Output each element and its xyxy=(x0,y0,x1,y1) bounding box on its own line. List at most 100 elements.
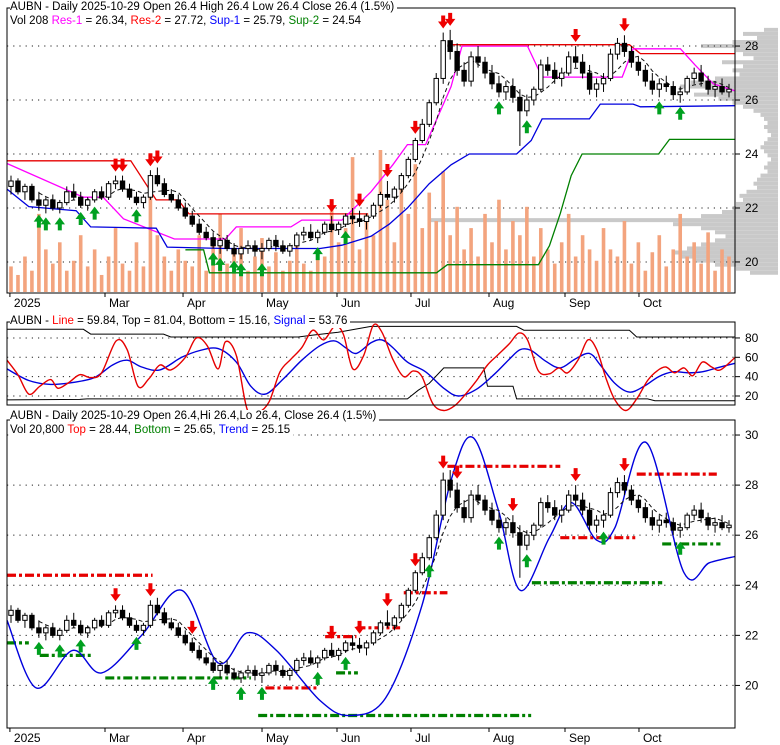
sell-signal-arrow-icon xyxy=(570,29,581,43)
buy-signal-arrow-icon xyxy=(521,120,533,134)
header-text-segment: Vol 208 xyxy=(10,15,52,27)
y-axis-label: 22 xyxy=(745,201,759,215)
header-text-segment: Line xyxy=(52,315,74,327)
candlesticks xyxy=(8,29,732,260)
panel1-header-line2: Vol 208 Res-1 = 26.34, Res-2 = 27.72, Su… xyxy=(10,15,365,28)
buy-signal-arrow-icon xyxy=(33,214,45,228)
buy-signal-arrow-icon xyxy=(340,656,351,670)
x-axis-month-label: Jun xyxy=(341,296,360,310)
buy-signal-arrow-icon xyxy=(131,209,142,223)
sell-signal-arrow-icon xyxy=(507,498,519,512)
x-axis-month-label: 2025 xyxy=(14,296,41,310)
y-axis-label: 24 xyxy=(745,147,759,161)
sell-signal-arrow-icon xyxy=(110,588,121,602)
sell-signal-arrow-icon xyxy=(410,120,421,134)
header-text-segment: Sup-1 xyxy=(209,15,241,27)
header-text-segment: Vol 20,800 xyxy=(10,424,68,436)
header-text-segment: AUBN - xyxy=(10,315,53,327)
volume-profile xyxy=(428,27,778,275)
x-axis-month-label: Oct xyxy=(643,731,662,745)
buy-signal-arrow-icon xyxy=(235,686,247,700)
buy-signal-arrow-icon xyxy=(256,263,268,277)
sell-signal-arrow-icon xyxy=(187,620,198,634)
sell-signal-arrow-icon xyxy=(382,163,393,177)
buy-signal-arrow-icon xyxy=(675,541,686,555)
header-text-segment: = 25.15 xyxy=(248,424,291,436)
buy-signal-arrow-icon xyxy=(493,101,505,115)
header-text-segment: = 24.54 xyxy=(319,15,362,27)
x-axis-month-label: Apr xyxy=(187,296,206,310)
sell-signal-arrow-icon xyxy=(451,465,463,479)
header-text-segment: Trend xyxy=(218,424,249,436)
y-axis-label: 26 xyxy=(745,528,759,542)
buy-signal-arrow-icon xyxy=(312,671,323,685)
buy-signal-arrow-icon xyxy=(207,252,219,266)
price-panel[interactable]: 28 26 24 22 20 2025 Mar Apr May Jun Jul Aug Sep Oct xyxy=(6,7,778,310)
y-axis-label: 40 xyxy=(745,370,759,384)
buy-signal-arrow-icon xyxy=(131,636,142,650)
header-text-segment: Res-2 xyxy=(130,15,162,27)
y-axis-label: 26 xyxy=(745,93,759,107)
buy-signal-arrow-icon xyxy=(54,217,65,231)
header-text-segment: = 26.34, xyxy=(82,15,131,27)
buy-signal-arrow-icon xyxy=(54,644,65,658)
volume-bars xyxy=(9,150,731,292)
x-axis-month-label: Jun xyxy=(341,731,360,745)
buy-signal-arrow-icon xyxy=(424,564,435,578)
y-axis-label: 20 xyxy=(745,389,759,403)
buy-signal-arrow-icon xyxy=(40,217,52,231)
candlesticks xyxy=(8,470,732,683)
buy-signal-arrow-icon xyxy=(214,257,226,271)
buy-signal-arrow-icon xyxy=(75,211,86,225)
sell-signal-arrow-icon xyxy=(117,158,128,172)
header-text-segment: Top xyxy=(67,424,86,436)
buy-signal-arrow-icon xyxy=(340,230,351,244)
header-text-segment: = 53.76 xyxy=(305,315,348,327)
buy-signal-arrow-icon xyxy=(598,531,609,545)
sell-signal-arrow-icon xyxy=(145,583,156,597)
sell-signal-arrow-icon xyxy=(619,458,630,472)
buy-signal-arrow-icon xyxy=(75,639,86,653)
x-axis-month-label: Aug xyxy=(493,731,514,745)
y-axis-label: 20 xyxy=(745,255,759,269)
y-axis-label: 28 xyxy=(745,478,759,492)
panel3-header-line1: AUBN - Daily 2025-10-29 Open 26.4,Hi 26.… xyxy=(10,410,380,423)
header-text-segment: AUBN - Daily 2025-10-29 Open 26.4 High 2… xyxy=(10,1,395,13)
buy-signal-arrow-icon xyxy=(33,641,45,655)
oscillator-panel[interactable]: 80 60 40 20 xyxy=(6,321,759,416)
sell-signal-arrow-icon xyxy=(145,153,156,167)
x-axis-month-label: Jul xyxy=(415,296,430,310)
header-text-segment: = 59.84, Top = 81.04, Bottom = 15.16, xyxy=(73,315,274,327)
buy-signal-arrow-icon xyxy=(493,536,505,550)
header-text-segment: = 27.72, xyxy=(161,15,210,27)
buy-signal-arrow-icon xyxy=(207,676,219,690)
sell-signal-arrow-icon xyxy=(152,150,163,164)
buy-signal-arrow-icon xyxy=(235,263,247,277)
y-axis-label: 28 xyxy=(745,39,759,53)
sell-signal-arrow-icon xyxy=(437,455,449,469)
sell-signal-arrow-icon xyxy=(382,593,393,607)
buy-signal-arrow-icon xyxy=(256,686,268,700)
sell-signal-arrow-icon xyxy=(570,468,581,482)
y-axis-label: 20 xyxy=(745,678,759,692)
header-text-segment: Signal xyxy=(273,315,306,327)
buy-signal-arrow-icon xyxy=(89,206,100,220)
x-axis-month-label: May xyxy=(266,731,289,745)
y-axis-label: 22 xyxy=(745,628,759,642)
buy-signal-arrow-icon xyxy=(654,101,665,115)
header-text-segment: = 28.44, xyxy=(85,424,135,436)
y-axis-label: 80 xyxy=(745,331,759,345)
buy-signal-arrow-icon xyxy=(312,247,323,261)
x-axis-month-label: Aug xyxy=(493,296,514,310)
x-axis-month-label: Apr xyxy=(187,731,206,745)
panel1-header-line1: AUBN - Daily 2025-10-29 Open 26.4 High 2… xyxy=(10,1,398,14)
sell-signal-arrow-icon xyxy=(354,193,365,207)
x-axis-month-label: Sep xyxy=(569,731,591,745)
x-axis-month-label: 2025 xyxy=(14,731,41,745)
header-text-segment: = 25.79, xyxy=(240,15,289,27)
sell-signal-arrow-icon xyxy=(326,199,337,213)
sell-signal-arrow-icon xyxy=(444,12,456,26)
trend-panel[interactable]: 30 28 26 24 22 20 2025 Mar Apr May Jun Jul Aug Sep Oct xyxy=(6,419,759,745)
